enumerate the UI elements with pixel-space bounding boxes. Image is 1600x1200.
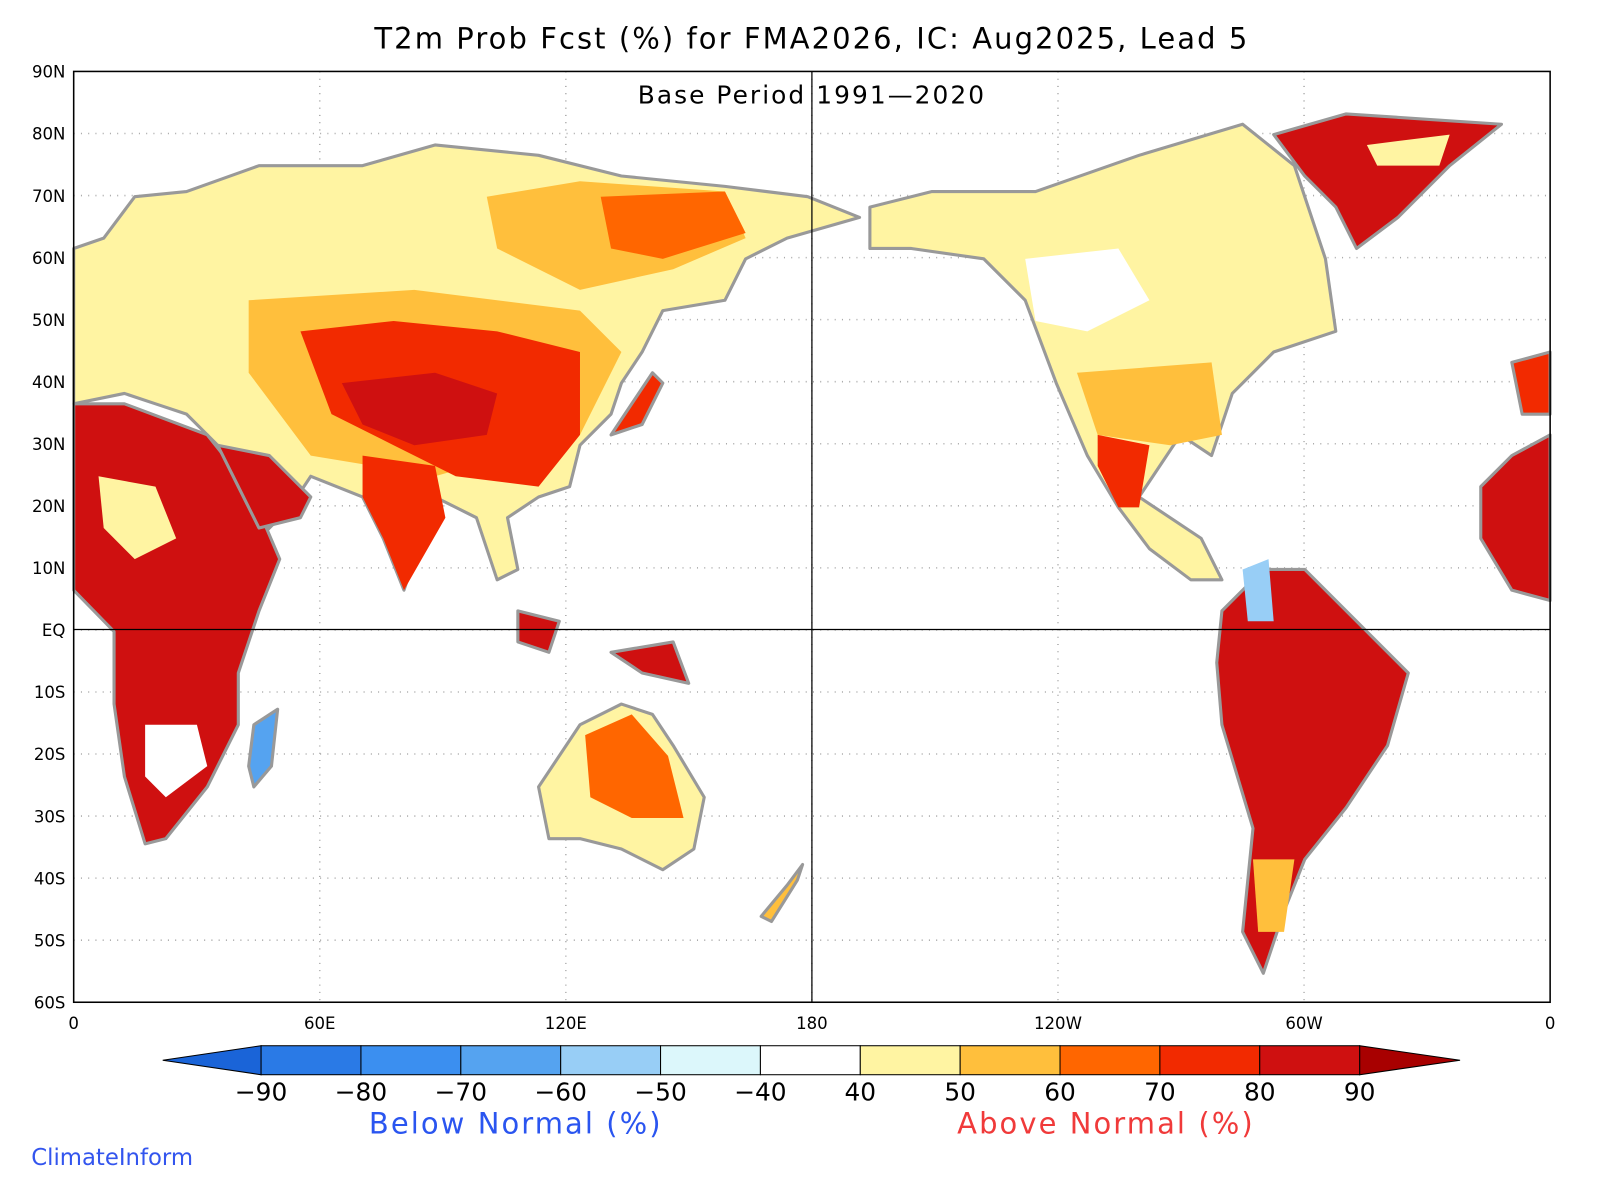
lat-label: 30S xyxy=(34,807,66,826)
lat-label: 10N xyxy=(32,559,65,578)
subtitle: Base Period 1991—2020 xyxy=(638,81,986,110)
axis-labels: 90N 80N 70N 60N 50N 40N 30N 20N 10N EQ 10S 20S 30S 40… xyxy=(32,63,1555,1034)
colorbar-tick-label: 50 xyxy=(944,1078,976,1107)
colorbar-tick-label: −80 xyxy=(335,1078,387,1107)
lat-label: 60S xyxy=(34,993,66,1012)
lat-label: EQ xyxy=(42,621,65,640)
lat-label: 70N xyxy=(32,187,65,206)
lat-label: 60N xyxy=(32,249,65,268)
colorbar-tick-label: 70 xyxy=(1144,1078,1176,1107)
colorbar-tick-label: 40 xyxy=(844,1078,876,1107)
greenland-patch xyxy=(1366,134,1450,166)
colorbar-box xyxy=(460,1045,562,1076)
canada-patch xyxy=(1025,248,1150,332)
lat-label: 10S xyxy=(34,683,66,702)
india-patch xyxy=(362,455,446,591)
south-africa-patch xyxy=(145,724,208,798)
sahara-patch xyxy=(98,476,177,560)
colorbar-box xyxy=(759,1045,861,1076)
lat-label: 90N xyxy=(32,63,65,82)
colorbar-box xyxy=(859,1045,961,1076)
colorbar-box xyxy=(660,1045,761,1076)
colorbar-box xyxy=(560,1045,662,1076)
siberia-patch-2 xyxy=(600,191,746,259)
colorbar-tick-label: −50 xyxy=(634,1078,686,1107)
lat-label: 40N xyxy=(32,373,65,392)
lon-label: 180 xyxy=(796,1014,828,1033)
colorbar-box xyxy=(1159,1045,1261,1076)
colorbar-box xyxy=(1059,1045,1161,1076)
colorbar-tick-label: −90 xyxy=(235,1078,287,1107)
lon-label: 120E xyxy=(545,1014,587,1033)
colorbar-tick-label: 80 xyxy=(1244,1078,1276,1107)
colorbar-tick-label: −40 xyxy=(734,1078,786,1107)
colorbar-box xyxy=(360,1045,462,1076)
tibet-patch xyxy=(341,372,498,446)
madagascar xyxy=(247,707,280,789)
mexico-patch xyxy=(1097,434,1150,508)
above-normal-label: Above Normal (%) xyxy=(957,1107,1255,1141)
colorbar-box xyxy=(260,1045,362,1076)
sumatra-borneo xyxy=(516,609,561,654)
lon-label: 0 xyxy=(68,1014,79,1033)
japan xyxy=(609,371,665,437)
lat-label: 80N xyxy=(32,125,65,144)
lon-label: 120W xyxy=(1034,1014,1082,1033)
lat-label: 50N xyxy=(32,311,65,330)
new-zealand xyxy=(759,862,805,924)
colorbar-tick-label: 90 xyxy=(1344,1078,1376,1107)
lat-label: 30N xyxy=(32,435,65,454)
title: T2m Prob Fcst (%) for FMA2026, IC: Aug20… xyxy=(373,22,1249,56)
lat-label: 20S xyxy=(34,745,66,764)
colombia-patch xyxy=(1242,559,1274,622)
lon-label: 60W xyxy=(1285,1014,1322,1033)
colorbar-box xyxy=(1259,1045,1361,1076)
colorbar-tick-label: 60 xyxy=(1044,1078,1076,1107)
arabia xyxy=(216,443,313,530)
below-normal-label: Below Normal (%) xyxy=(369,1107,663,1141)
land xyxy=(72,112,1552,975)
colorbar-tick-label: −60 xyxy=(534,1078,586,1107)
colorbar-box xyxy=(959,1045,1061,1076)
patagonia-patch xyxy=(1252,859,1295,932)
colorbar: −90 −80 −70 −60 −50 −40 40 50 60 70 80 90 xyxy=(162,1045,1461,1107)
lon-label: 0 xyxy=(1545,1014,1556,1033)
lat-label: 50S xyxy=(34,931,66,950)
lat-label: 40S xyxy=(34,869,66,888)
lon-label: 60E xyxy=(304,1014,336,1033)
colorbar-tick-label: −70 xyxy=(435,1078,487,1107)
australia-patch xyxy=(585,714,684,818)
new-guinea xyxy=(609,640,691,685)
us-patch xyxy=(1076,362,1222,446)
lat-label: 20N xyxy=(32,497,65,516)
credit: ClimateInform xyxy=(31,1145,193,1171)
